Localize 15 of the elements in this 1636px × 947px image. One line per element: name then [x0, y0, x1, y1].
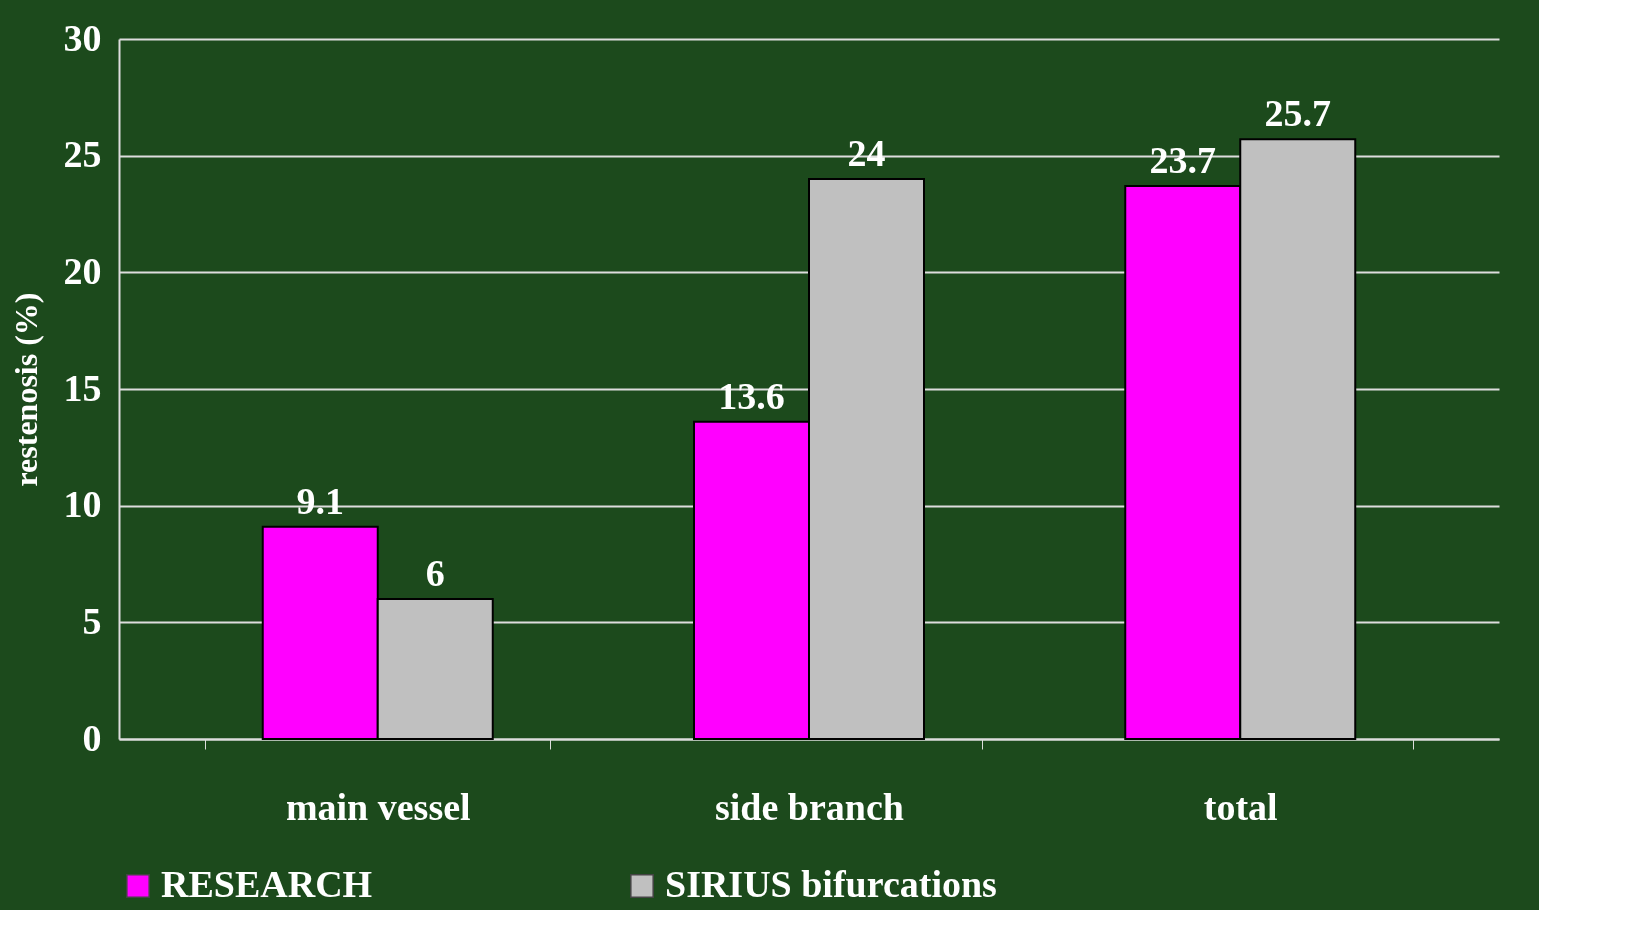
- y-tick-label: 30: [63, 16, 102, 59]
- x-tick-label: total: [1203, 785, 1278, 828]
- y-tick-label: 15: [63, 366, 102, 409]
- data-label: 6: [425, 552, 445, 594]
- y-tick-label: 10: [63, 483, 102, 526]
- legend-label: SIRIUS bifurcations: [665, 863, 997, 905]
- y-tick-label: 20: [63, 249, 102, 292]
- legend-label: RESEARCH: [161, 863, 373, 905]
- x-tick-label: main vessel: [285, 785, 471, 828]
- y-axis-title: restenosis (%): [7, 292, 44, 487]
- y-tick-label: 5: [82, 599, 102, 642]
- y-tick-label: 25: [63, 133, 102, 176]
- y-tick-label: 0: [82, 716, 102, 759]
- data-label: 25.7: [1264, 92, 1331, 135]
- x-tick-label: side branch: [715, 785, 904, 828]
